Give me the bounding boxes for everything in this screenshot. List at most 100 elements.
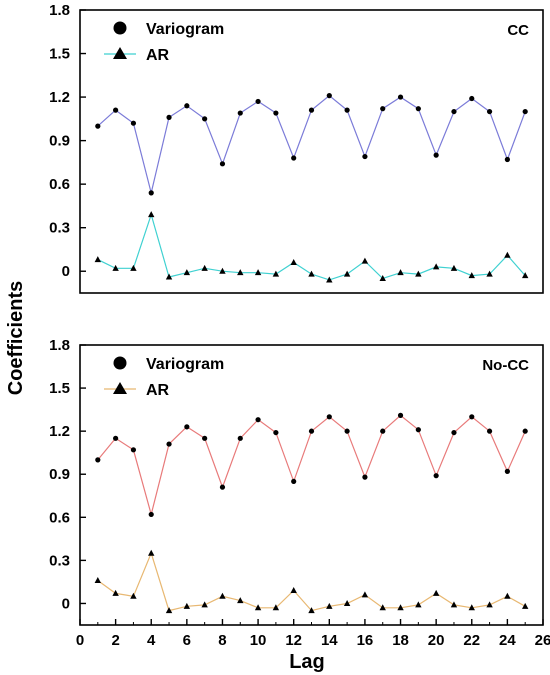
x-tick-label: 4 — [147, 632, 156, 649]
data-point — [450, 264, 458, 271]
data-point — [255, 417, 261, 423]
data-point — [290, 587, 297, 594]
data-point — [468, 604, 475, 611]
y-tick-label: 1.8 — [49, 337, 70, 354]
data-point — [94, 576, 102, 583]
data-point — [254, 604, 262, 611]
data-point — [469, 95, 475, 102]
y-tick-label: 0.3 — [49, 552, 70, 569]
legend-label: Variogram — [146, 21, 224, 38]
y-tick-label: 1.2 — [49, 89, 70, 106]
series-ar — [94, 549, 529, 614]
panel-no-cc: 0 0.3 0.6 0.9 1.2 1.5 1.8 Variogram AR No-CC — [49, 337, 544, 626]
data-point — [201, 264, 208, 271]
data-point — [130, 264, 137, 271]
data-point — [166, 114, 172, 120]
data-point — [415, 106, 421, 112]
data-point — [219, 484, 226, 490]
plot-frame — [79, 9, 544, 294]
data-point — [291, 478, 297, 485]
series-ar — [94, 211, 529, 283]
y-tick-label: 0 — [62, 595, 70, 612]
data-point — [165, 607, 173, 614]
data-point — [113, 107, 119, 113]
data-point — [237, 597, 244, 604]
series-line — [97, 212, 526, 281]
legend-label: Variogram — [146, 356, 224, 373]
x-tick-label: 6 — [183, 632, 191, 649]
data-point — [202, 116, 208, 122]
data-point — [308, 607, 315, 614]
data-point — [130, 592, 137, 599]
y-tick-label: 1.2 — [49, 423, 70, 440]
data-point — [433, 473, 439, 479]
data-point — [202, 435, 208, 441]
x-tick-label: 0 — [76, 632, 84, 649]
data-point — [469, 414, 475, 420]
data-point — [486, 270, 493, 277]
x-tick-label: 12 — [285, 632, 302, 649]
series-variogram — [95, 93, 528, 196]
data-point — [219, 592, 226, 599]
data-point — [504, 156, 510, 163]
y-tick-label: 1.5 — [49, 46, 70, 63]
data-point — [183, 269, 191, 276]
data-point — [415, 427, 421, 433]
data-point — [415, 601, 422, 608]
data-point — [148, 190, 154, 196]
data-point — [397, 94, 404, 100]
data-point — [148, 511, 154, 518]
data-point — [184, 424, 190, 430]
y-axis-title: Coefficients — [5, 281, 27, 395]
data-point — [486, 428, 493, 434]
data-point — [219, 267, 226, 274]
data-point — [237, 435, 243, 441]
panel-label: CC — [507, 22, 529, 39]
data-point — [148, 211, 155, 218]
data-point — [219, 161, 226, 167]
data-point — [397, 412, 404, 418]
data-point — [308, 107, 315, 113]
data-point — [432, 263, 440, 270]
data-point — [254, 269, 262, 276]
data-point — [433, 152, 439, 158]
data-point — [344, 107, 350, 113]
data-point — [326, 276, 333, 283]
y-tick-label: 0.9 — [49, 466, 70, 483]
data-point — [184, 103, 190, 109]
data-point — [504, 468, 510, 474]
data-point — [486, 108, 493, 115]
x-tick-label: 26 — [535, 632, 550, 649]
y-tick-label: 1.8 — [49, 2, 70, 19]
y-tick-label: 0 — [62, 263, 70, 280]
data-point — [326, 93, 332, 99]
x-tick-label: 16 — [357, 632, 374, 649]
panel-label: No-CC — [482, 357, 529, 374]
legend: Variogram AR — [104, 21, 224, 64]
y-tick-label: 0.6 — [49, 509, 70, 526]
data-point — [380, 428, 386, 434]
data-point — [255, 98, 261, 105]
data-point — [201, 601, 208, 608]
data-point — [130, 120, 137, 126]
data-point — [273, 110, 279, 116]
data-point — [112, 264, 119, 271]
data-point — [432, 589, 440, 596]
data-point — [380, 106, 386, 112]
data-point — [397, 269, 404, 276]
data-point — [166, 441, 172, 447]
data-point — [113, 435, 119, 441]
y-tick-label: 0.9 — [49, 133, 70, 150]
data-point — [343, 270, 351, 277]
data-point — [362, 153, 368, 160]
data-point — [379, 274, 386, 281]
series-variogram — [95, 412, 528, 518]
x-tick-label: 2 — [111, 632, 119, 649]
data-point — [521, 272, 529, 279]
data-point — [451, 429, 457, 436]
data-point — [344, 428, 350, 434]
data-point — [326, 602, 333, 609]
data-point — [183, 602, 191, 609]
x-axis: 0 2 4 6 8 10 12 14 16 18 20 22 24 26 — [76, 619, 550, 649]
